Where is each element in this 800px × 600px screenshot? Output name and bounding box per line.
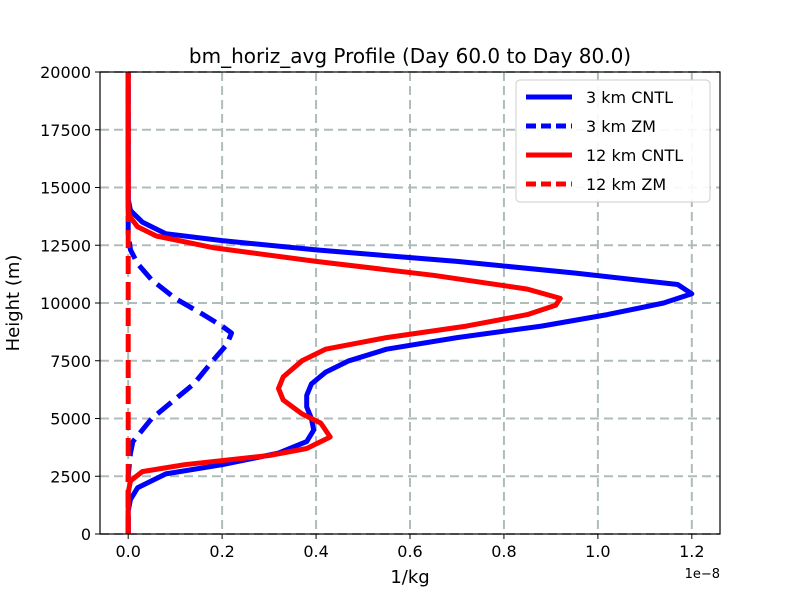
series-line-12-km-cntl (125, 72, 563, 534)
series-line-3-km-zm (125, 72, 234, 534)
x-axis-label: 1/kg (390, 567, 429, 588)
x-tick-label: 0.8 (491, 542, 516, 561)
legend-label: 3 km CNTL (586, 88, 673, 107)
plot-area (125, 72, 695, 534)
legend: 3 km CNTL 3 km ZM 12 km CNTL 12 km ZM (515, 79, 711, 203)
x-tick-label: 0.0 (115, 542, 140, 561)
x-axis: 0.0 0.2 0.4 0.6 0.8 1.0 1.2 (115, 534, 705, 561)
y-axis-label: Height (m) (3, 255, 24, 352)
x-axis-offset-label: 1e−8 (685, 567, 720, 582)
legend-label: 3 km ZM (586, 117, 656, 136)
legend-label: 12 km CNTL (586, 146, 683, 165)
y-tick-label: 20000 (40, 63, 91, 82)
y-tick-label: 0 (81, 525, 91, 544)
x-tick-label: 0.6 (397, 542, 422, 561)
y-tick-label: 10000 (40, 294, 91, 313)
y-tick-label: 15000 (40, 179, 91, 198)
y-tick-label: 7500 (50, 352, 91, 371)
x-tick-label: 0.2 (209, 542, 234, 561)
y-tick-label: 2500 (50, 467, 91, 486)
x-tick-label: 1.2 (679, 542, 704, 561)
chart-title: bm_horiz_avg Profile (Day 60.0 to Day 80… (189, 44, 631, 68)
y-tick-label: 12500 (40, 236, 91, 255)
series-line-3-km-cntl (125, 72, 695, 534)
x-tick-label: 1.0 (585, 542, 610, 561)
legend-box (515, 79, 711, 203)
y-tick-label: 17500 (40, 121, 91, 140)
x-tick-label: 0.4 (303, 542, 328, 561)
legend-label: 12 km ZM (586, 175, 666, 194)
y-axis: 0 2500 5000 7500 10000 12500 15000 17500 20000 (40, 63, 100, 544)
y-tick-label: 5000 (50, 410, 91, 429)
